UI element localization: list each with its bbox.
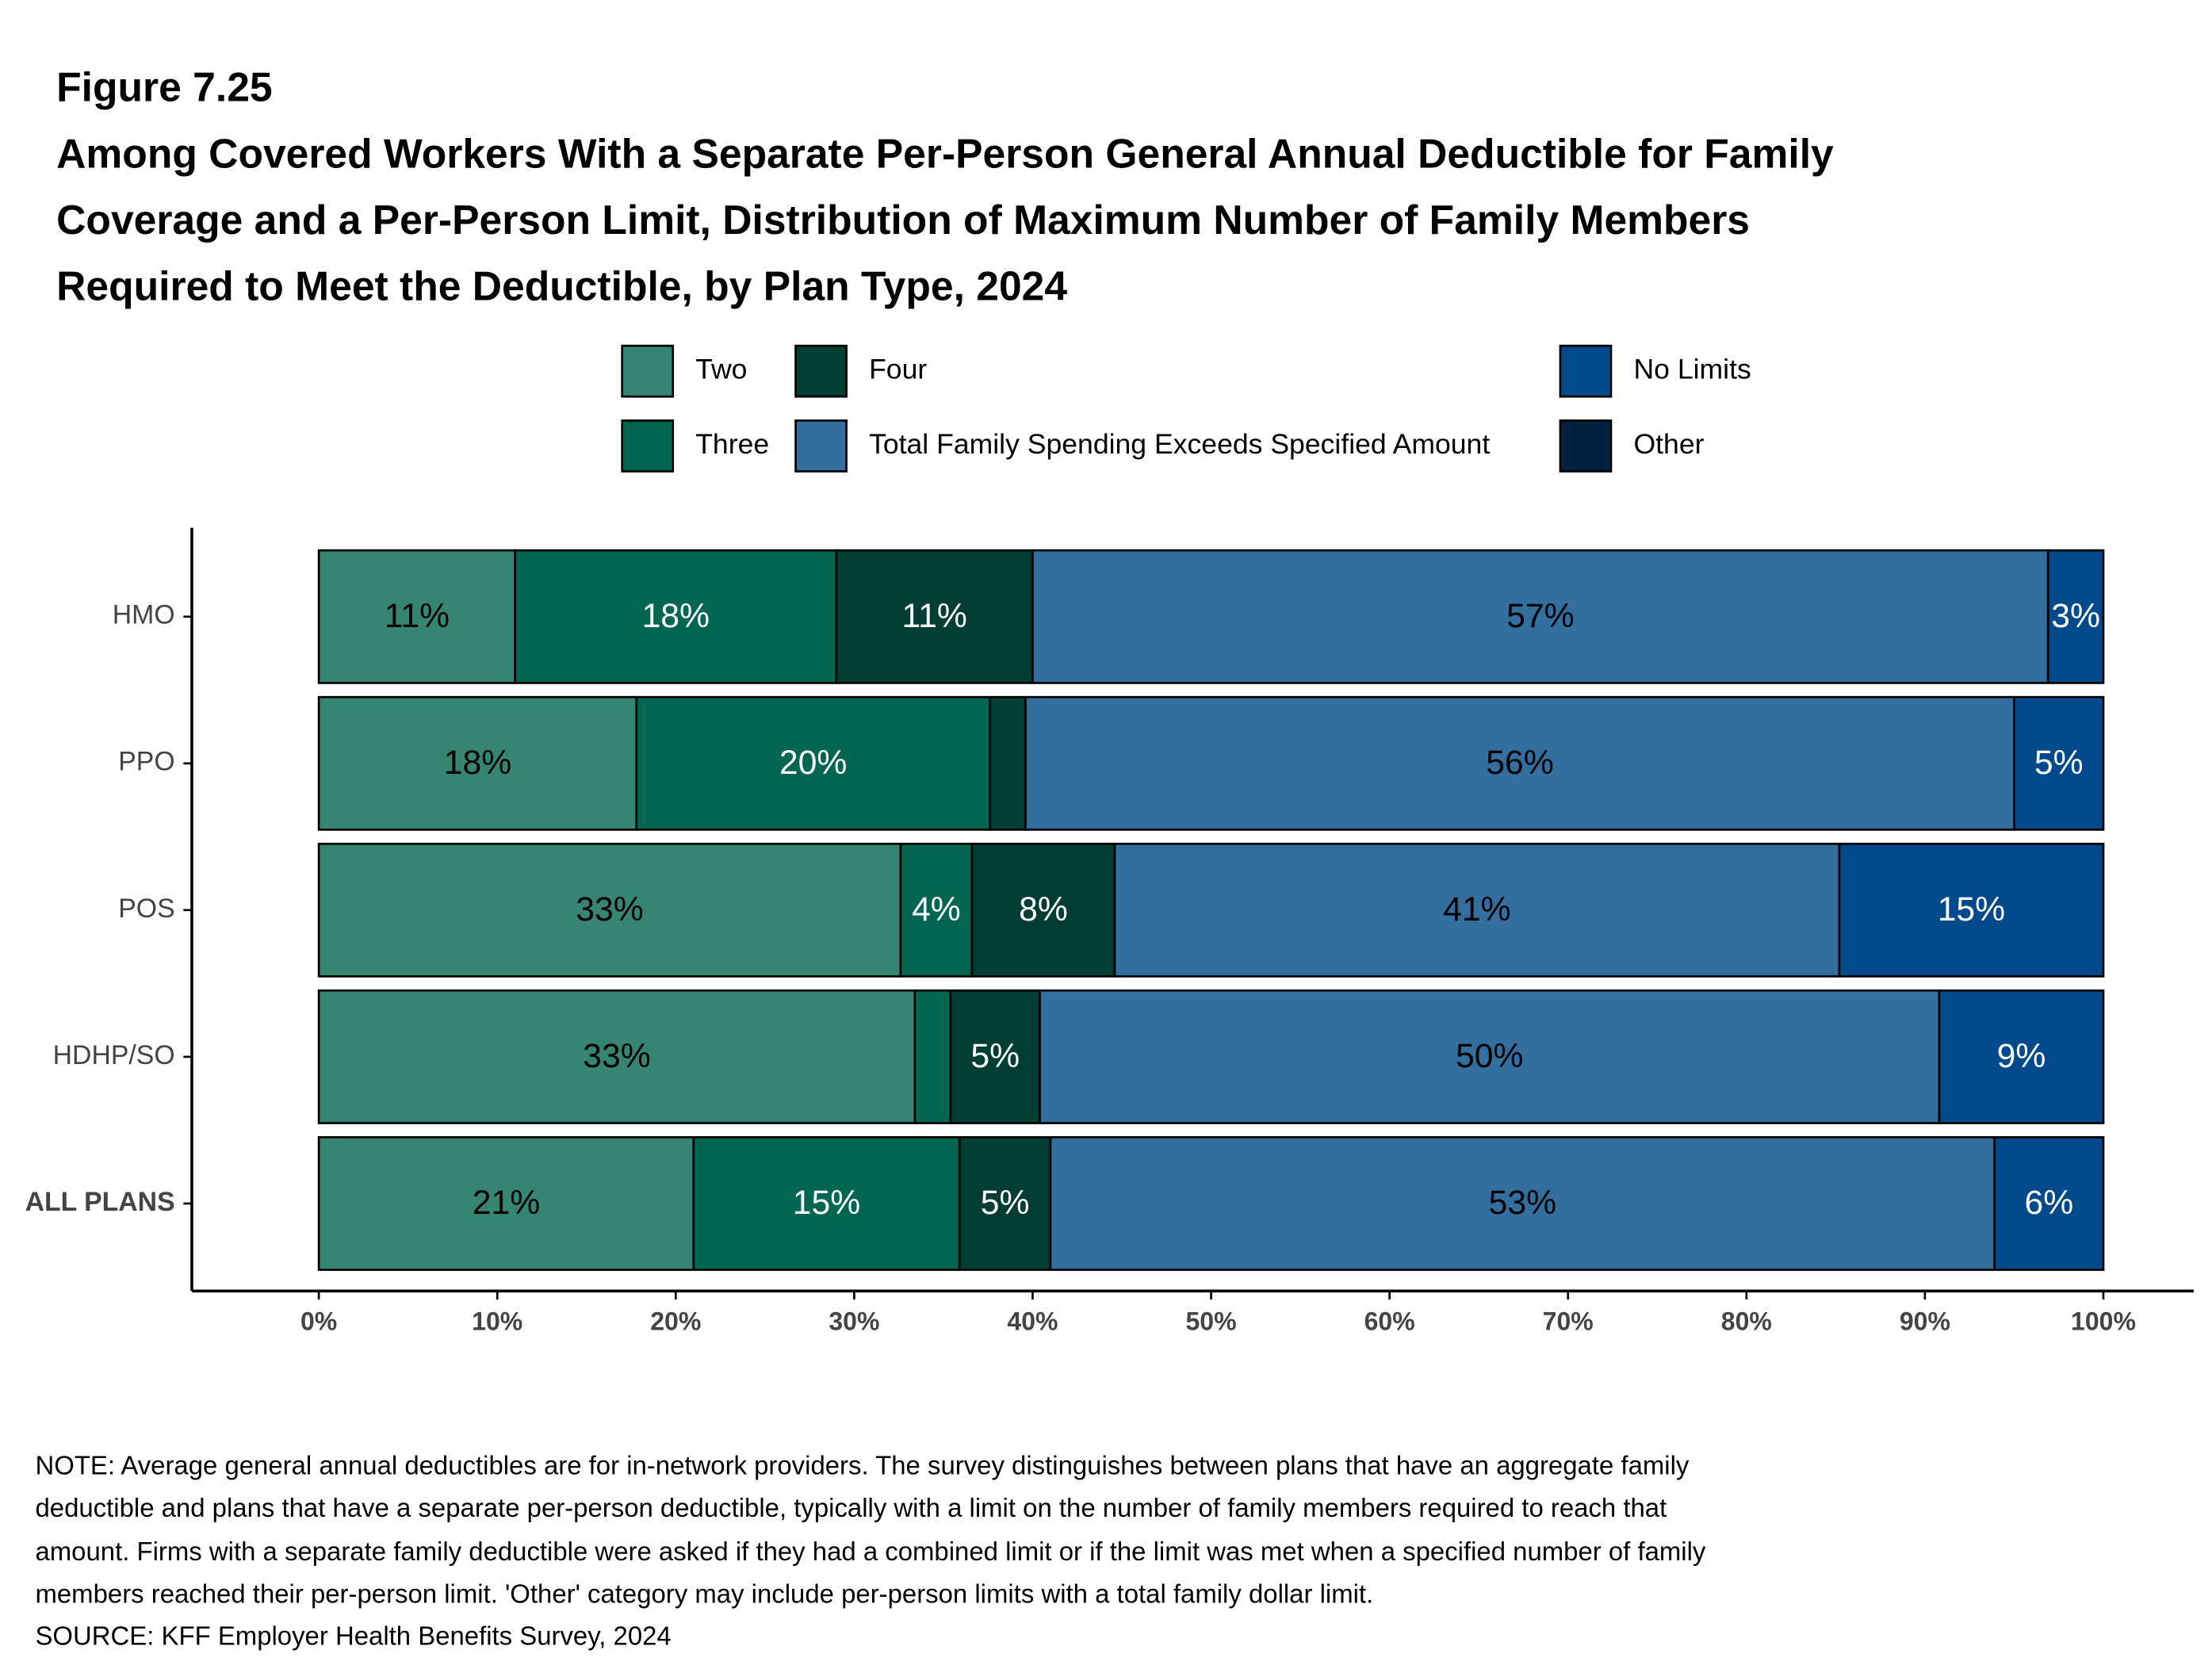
x-tick-label: 20% bbox=[650, 1307, 701, 1336]
legend-label: Three bbox=[695, 428, 769, 460]
legend-label: Two bbox=[695, 354, 747, 385]
bar-segment bbox=[835, 549, 1034, 684]
bar-segment bbox=[317, 1136, 695, 1271]
legend-swatch bbox=[794, 419, 848, 473]
data-label: 41% bbox=[1443, 890, 1510, 928]
bar-segment bbox=[1938, 989, 2105, 1124]
x-tick-label: 90% bbox=[1900, 1307, 1950, 1336]
data-label: 56% bbox=[1486, 744, 1553, 782]
bar-segment bbox=[1024, 695, 2015, 831]
data-label: 8% bbox=[1019, 890, 1068, 928]
bar-segment bbox=[317, 842, 902, 978]
y-tick-label: ALL PLANS bbox=[25, 1187, 175, 1217]
bar-segment bbox=[899, 842, 974, 978]
data-label: 9% bbox=[1997, 1037, 2046, 1075]
x-tick-label: 40% bbox=[1007, 1307, 1058, 1336]
legend-label: No Limits bbox=[1633, 354, 1751, 385]
data-label: 53% bbox=[1489, 1184, 1556, 1222]
data-label: 6% bbox=[2024, 1184, 2073, 1222]
bar-segment bbox=[1113, 842, 1841, 978]
bar-segment bbox=[2046, 549, 2105, 684]
bar-segment bbox=[317, 989, 917, 1124]
data-label: 5% bbox=[2034, 744, 2084, 782]
data-label: 57% bbox=[1506, 597, 1574, 635]
chart-title: Among Covered Workers With a Separate Pe… bbox=[56, 130, 1834, 176]
note: NOTE: Average general annual deductibles… bbox=[35, 1450, 1689, 1479]
x-tick-label: 30% bbox=[829, 1307, 879, 1336]
y-tick-label: POS bbox=[118, 894, 174, 924]
bar-segment bbox=[1039, 989, 1941, 1124]
bar-segment bbox=[1838, 842, 2105, 978]
data-label: 18% bbox=[444, 744, 511, 782]
bar-segment bbox=[2013, 695, 2105, 831]
x-tick-label: 0% bbox=[300, 1307, 337, 1336]
data-label: 3% bbox=[2051, 597, 2100, 635]
x-tick-label: 80% bbox=[1721, 1307, 1772, 1336]
bar-segment bbox=[1049, 1136, 1996, 1271]
bar-segment bbox=[692, 1136, 961, 1271]
legend-swatch bbox=[1559, 419, 1613, 473]
data-label: 4% bbox=[912, 890, 961, 928]
data-label: 11% bbox=[385, 597, 450, 635]
data-label: 5% bbox=[970, 1037, 1020, 1075]
note: amount. Firms with a separate family ded… bbox=[35, 1537, 1705, 1566]
bar-segment bbox=[989, 695, 1027, 831]
data-label: 33% bbox=[583, 1037, 650, 1075]
note: members reached their per-person limit. … bbox=[35, 1579, 1373, 1608]
y-tick-label: HDHP/SO bbox=[53, 1040, 175, 1070]
data-label: 5% bbox=[981, 1184, 1030, 1222]
data-label: 33% bbox=[576, 890, 643, 928]
x-tick-label: 100% bbox=[2071, 1307, 2136, 1336]
legend-swatch bbox=[1559, 344, 1613, 398]
chart-title: Coverage and a Per-Person Limit, Distrib… bbox=[56, 197, 1750, 243]
legend-swatch bbox=[621, 419, 675, 473]
data-label: 21% bbox=[473, 1184, 540, 1222]
data-label: 20% bbox=[779, 744, 847, 782]
legend-label: Other bbox=[1633, 428, 1704, 460]
legend-swatch bbox=[621, 344, 675, 398]
chart-title: Required to Meet the Deductible, by Plan… bbox=[56, 263, 1067, 309]
data-label: 15% bbox=[793, 1184, 860, 1222]
note: deductible and plans that have a separat… bbox=[35, 1493, 1667, 1522]
bar-segment bbox=[958, 1136, 1052, 1271]
data-label: 11% bbox=[902, 597, 967, 635]
legend-swatch bbox=[794, 344, 848, 398]
data-label: 15% bbox=[1938, 890, 2005, 928]
figure-label: Figure 7.25 bbox=[56, 64, 272, 110]
data-label: 18% bbox=[642, 597, 710, 635]
bar-segment bbox=[1993, 1136, 2105, 1271]
legend-label: Total Family Spending Exceeds Specified … bbox=[869, 428, 1490, 460]
y-tick-label: HMO bbox=[113, 600, 175, 630]
legend-label: Four bbox=[869, 354, 927, 385]
x-tick-label: 10% bbox=[472, 1307, 522, 1336]
bar-segment bbox=[635, 695, 991, 831]
bar-segment bbox=[317, 695, 638, 831]
data-label: 50% bbox=[1456, 1037, 1523, 1075]
x-tick-label: 70% bbox=[1543, 1307, 1594, 1336]
y-tick-label: PPO bbox=[118, 747, 174, 777]
bar-segment bbox=[949, 989, 1041, 1124]
bar-segment bbox=[913, 989, 952, 1124]
source: SOURCE: KFF Employer Health Benefits Sur… bbox=[35, 1621, 671, 1651]
x-tick-label: 60% bbox=[1364, 1307, 1415, 1336]
bar-segment bbox=[970, 842, 1116, 978]
x-tick-label: 50% bbox=[1186, 1307, 1237, 1336]
